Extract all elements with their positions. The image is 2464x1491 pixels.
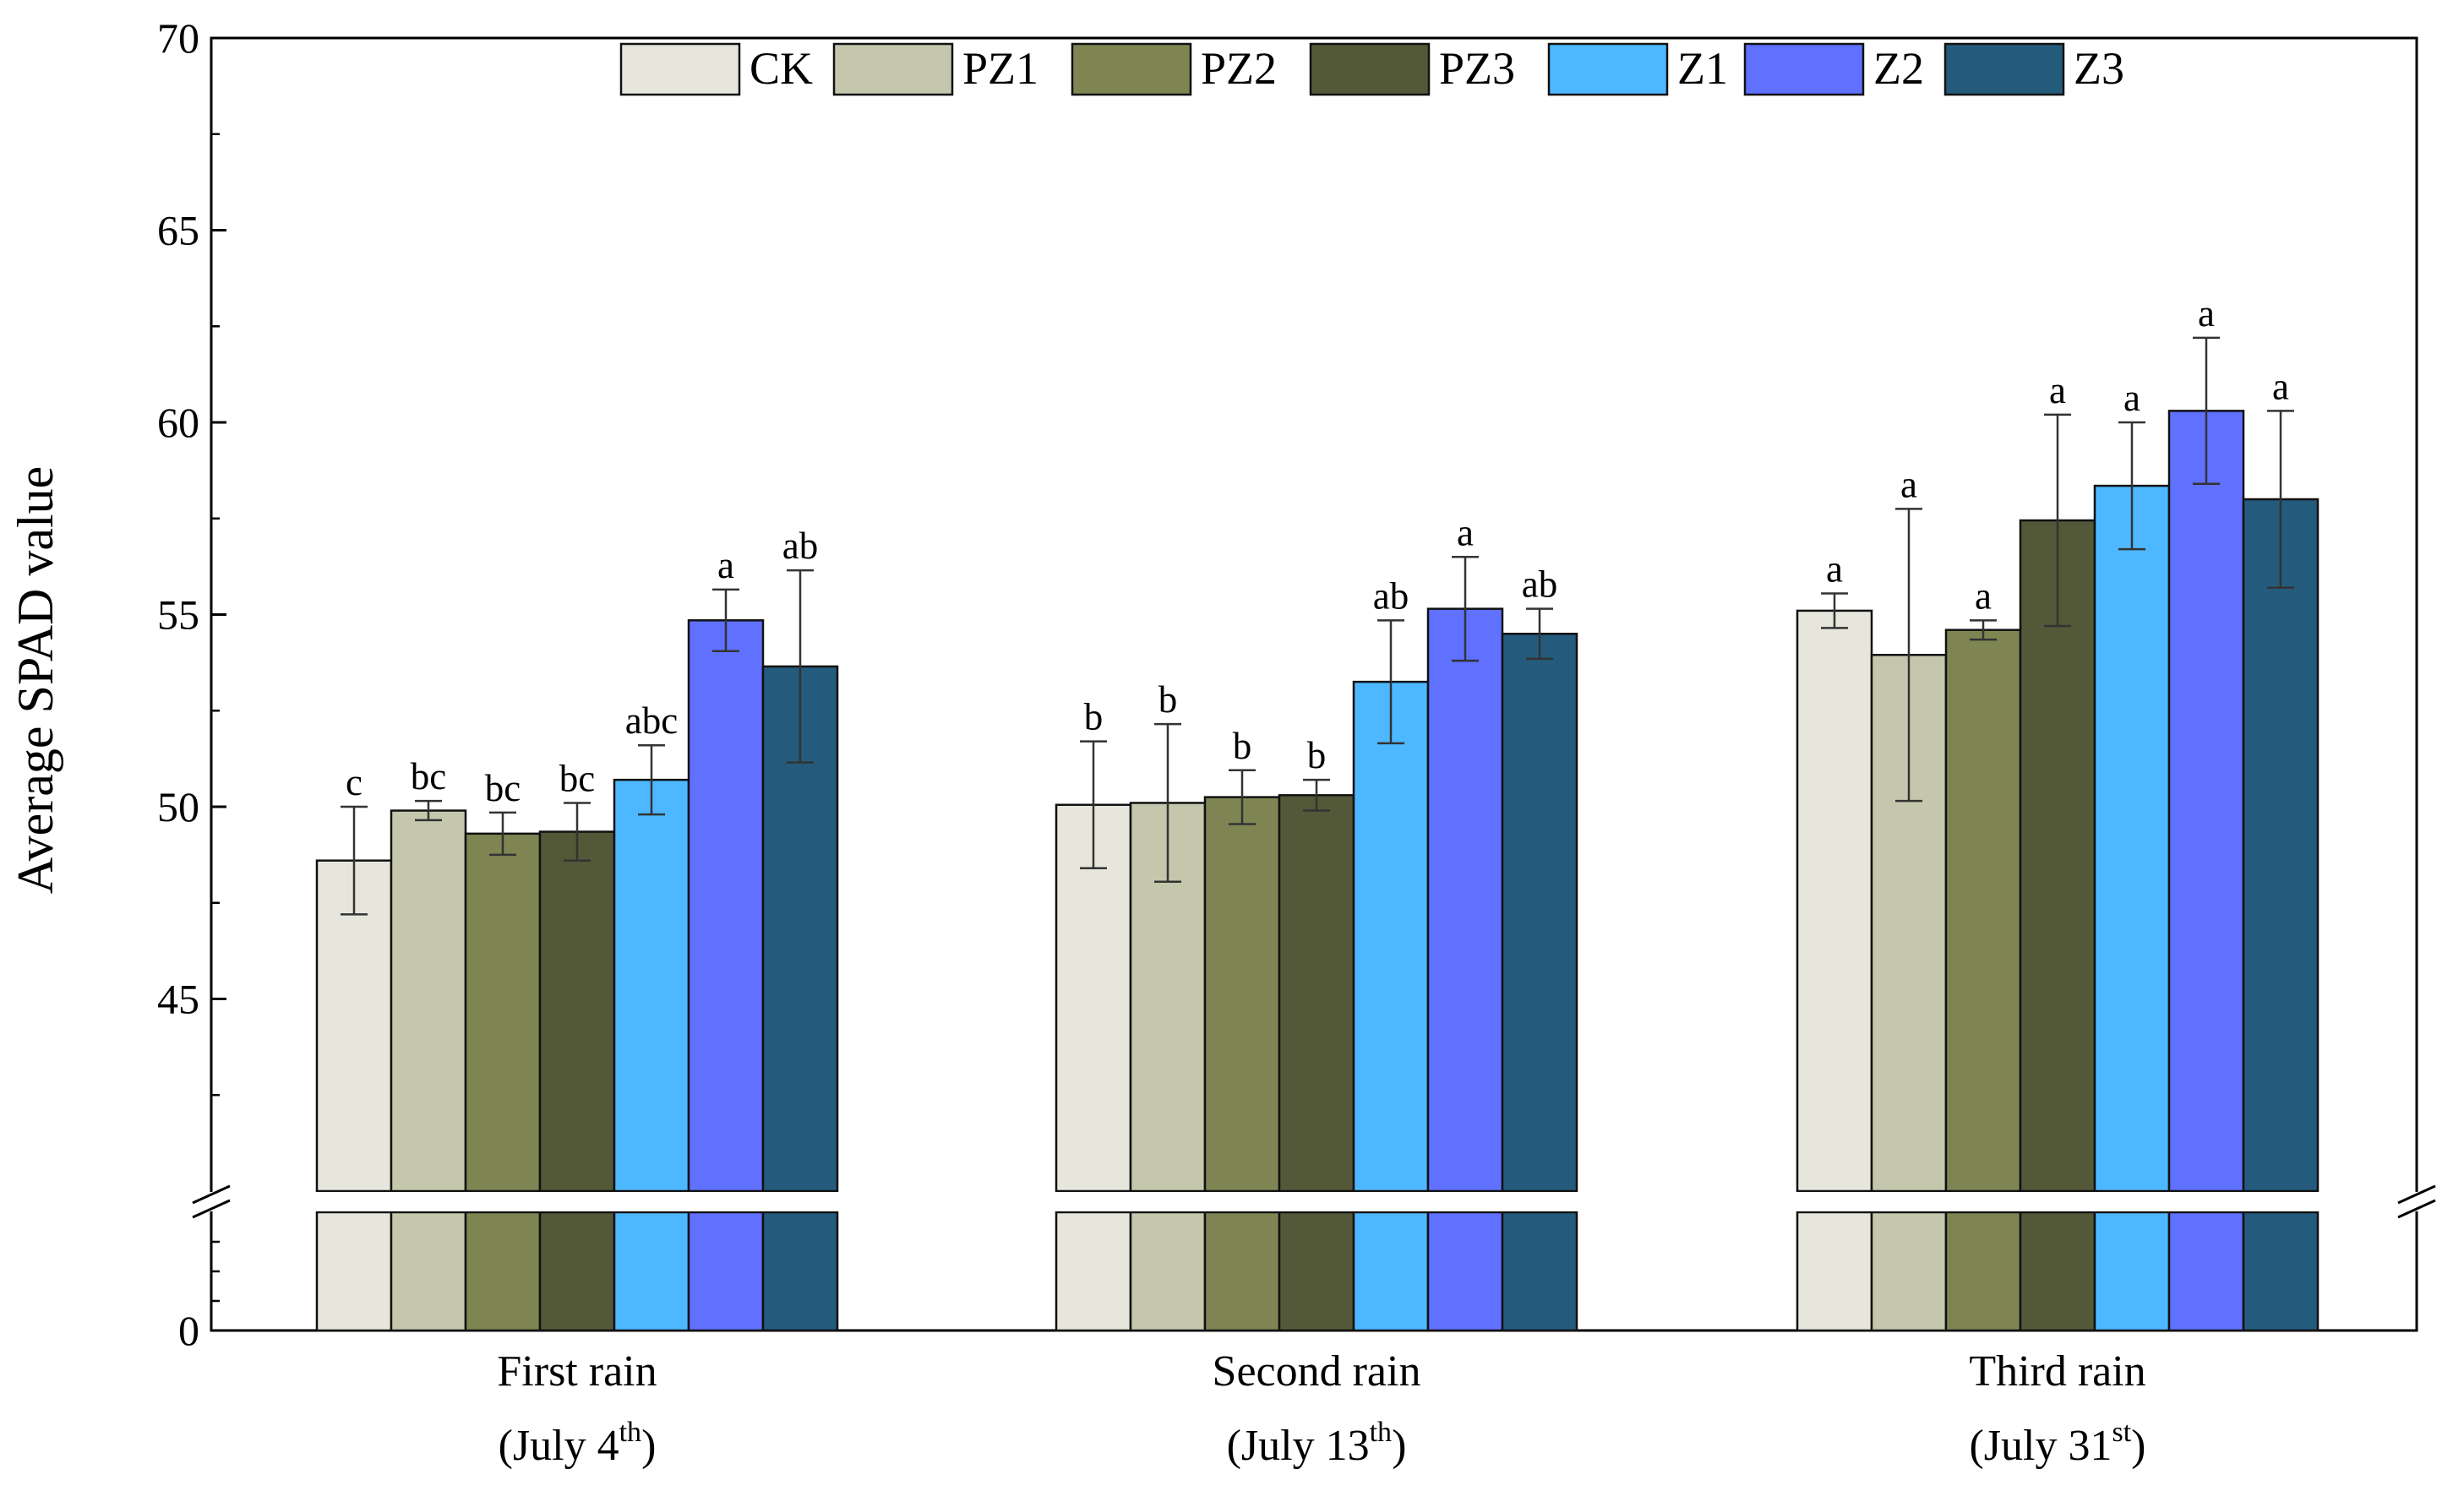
significance-label: a	[1826, 547, 1843, 590]
x-category-label: Third rain	[1969, 1347, 2145, 1396]
bar-z3-upper	[2242, 498, 2320, 1193]
bar-z1-upper	[2093, 484, 2171, 1193]
significance-label: ab	[1373, 574, 1409, 617]
y-tick-label: 65	[157, 207, 199, 254]
significance-label: b	[1233, 725, 1252, 767]
bar-pz3-upper	[1278, 794, 1355, 1193]
bar-z2-upper	[1426, 607, 1504, 1193]
bar-z1-upper	[1352, 680, 1430, 1193]
legend-label-z3: Z3	[2074, 43, 2124, 94]
legend-swatch-z2	[1743, 42, 1865, 96]
legend-label-z2: Z2	[1873, 43, 1924, 94]
bar-z3-upper	[1501, 633, 1578, 1193]
significance-label: a	[2272, 365, 2289, 407]
plot-layer: 4550556065700cbabcbabcbabcbaabcabaaaaaba…	[157, 14, 2450, 1470]
bar-z2-lower	[2167, 1211, 2245, 1332]
bar-z3-lower	[761, 1211, 839, 1332]
legend-label-pz2: PZ2	[1201, 43, 1277, 94]
significance-label: b	[1158, 678, 1178, 721]
axis-break-mark	[192, 1184, 231, 1205]
bar-pz2-upper	[464, 832, 542, 1193]
significance-label: a	[1900, 463, 1917, 505]
legend-label-z1: Z1	[1677, 43, 1728, 94]
legend-swatch-z1	[1547, 42, 1669, 96]
legend-swatch-ck	[619, 42, 741, 96]
significance-label: a	[1975, 574, 1992, 617]
significance-label: a	[1457, 511, 1474, 553]
x-category-date: (July 31st)	[1969, 1417, 2145, 1470]
bar-z3-lower	[2242, 1211, 2320, 1332]
x-category-date: (July 13th)	[1227, 1417, 1407, 1470]
y-axis-title: Average SPAD value	[8, 466, 63, 895]
significance-label: a	[2049, 369, 2066, 411]
significance-label: b	[1307, 734, 1327, 776]
bar-ck-lower	[1055, 1211, 1132, 1332]
significance-label: ab	[782, 525, 818, 567]
significance-label: a	[2198, 292, 2215, 335]
bar-z2-upper	[2167, 410, 2245, 1193]
axis-break-mark	[2397, 1184, 2436, 1205]
y-tick-label: 0	[178, 1307, 199, 1354]
significance-label: b	[1084, 696, 1104, 738]
legend-swatch-pz3	[1309, 42, 1431, 96]
bar-z2-lower	[1426, 1211, 1504, 1332]
bar-pz3-upper	[538, 830, 616, 1193]
y-tick-label: 45	[157, 976, 199, 1023]
significance-label: bc	[485, 767, 521, 809]
bar-pz3-lower	[2019, 1211, 2096, 1332]
significance-label: abc	[625, 699, 678, 742]
bar-pz1-upper	[390, 809, 467, 1193]
legend-label-pz1: PZ1	[962, 43, 1038, 94]
bar-pz3-lower	[1278, 1211, 1355, 1332]
bar-pz2-upper	[1203, 796, 1281, 1193]
bar-pz2-lower	[1203, 1211, 1281, 1332]
bar-pz1-lower	[390, 1211, 467, 1332]
x-category-label: Second rain	[1213, 1347, 1421, 1396]
legend-swatch-z3	[1943, 42, 2065, 96]
bar-pz3-lower	[538, 1211, 616, 1332]
bar-z1-lower	[1352, 1211, 1430, 1332]
bar-pz1-lower	[1129, 1211, 1207, 1332]
bar-pz2-lower	[464, 1211, 542, 1332]
bar-ck-lower	[315, 1211, 393, 1332]
bar-z3-lower	[1501, 1211, 1578, 1332]
x-category-date: (July 4th)	[499, 1417, 657, 1470]
bar-z2-lower	[687, 1211, 765, 1332]
y-tick-label: 60	[157, 399, 199, 446]
y-tick-label: 55	[157, 591, 199, 639]
legend-swatch-pz2	[1071, 42, 1192, 96]
significance-label: a	[2123, 377, 2140, 419]
bar-z2-upper	[687, 619, 765, 1193]
bar-z1-upper	[613, 778, 690, 1193]
y-tick-label: 70	[157, 14, 199, 62]
legend-swatch-pz1	[832, 42, 954, 96]
bar-ck-lower	[1796, 1211, 1873, 1332]
significance-label: ab	[1522, 563, 1557, 606]
x-category-label: First rain	[497, 1347, 657, 1396]
axis-break-mark	[2397, 1199, 2436, 1219]
axis-break-gap	[177, 1192, 2450, 1211]
bar-z1-lower	[2093, 1211, 2171, 1332]
significance-label: bc	[559, 757, 595, 799]
bar-pz2-lower	[1944, 1211, 2022, 1332]
bar-pz2-upper	[1944, 629, 2022, 1193]
legend-label-pz3: PZ3	[1439, 43, 1515, 94]
bar-z1-lower	[613, 1211, 690, 1332]
significance-label: a	[717, 544, 734, 586]
significance-label: bc	[411, 755, 446, 797]
bar-ck-upper	[1796, 609, 1873, 1193]
legend-label-ck: CK	[750, 43, 813, 94]
axis-break-mark	[192, 1199, 231, 1219]
bar-pz1-lower	[1870, 1211, 1948, 1332]
y-tick-label: 50	[157, 783, 199, 830]
significance-label: c	[346, 761, 363, 803]
